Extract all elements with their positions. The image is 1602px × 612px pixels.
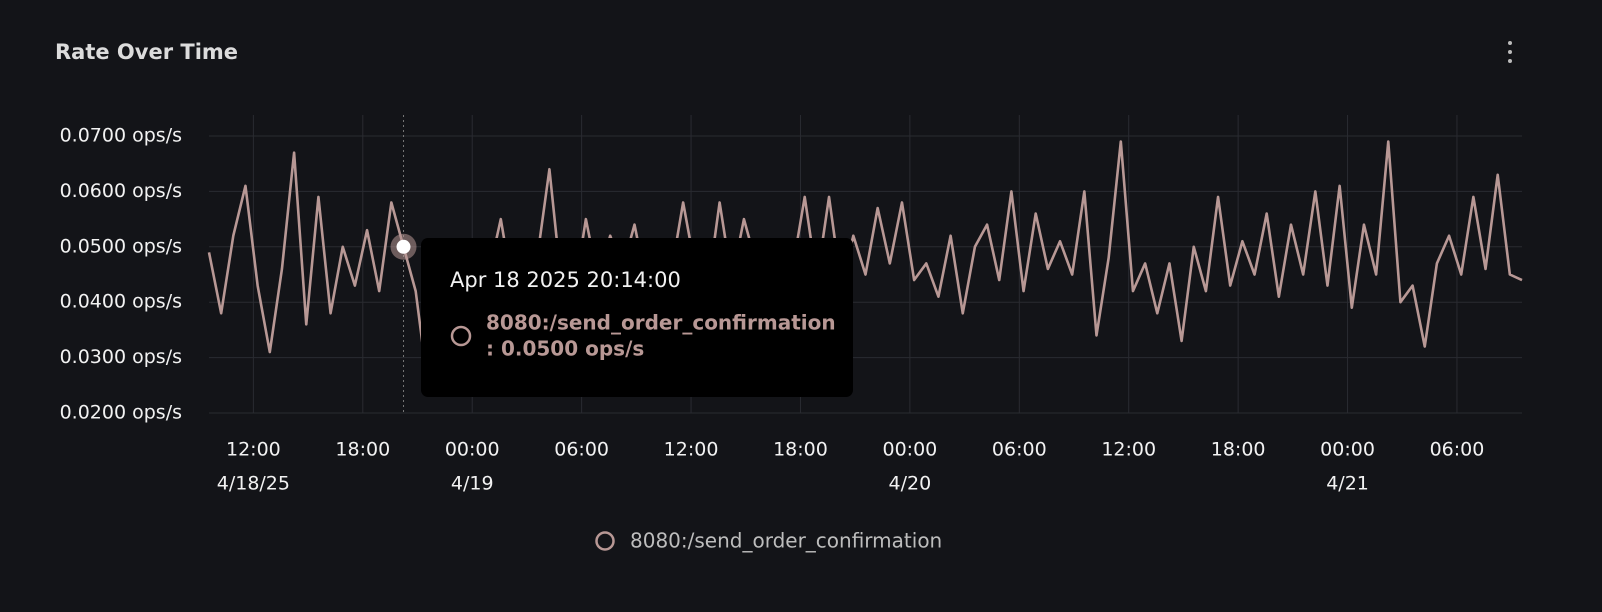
hover-dot <box>396 239 411 254</box>
y-tick-label: 0.0200 ops/s <box>60 402 182 424</box>
x-tick-label: 00:00 <box>1320 439 1375 461</box>
x-tick-label: 12:00 <box>226 439 281 461</box>
menu-button[interactable] <box>1508 41 1512 63</box>
tooltip: Apr 18 2025 20:14:00 8080:/send_order_con… <box>421 238 853 397</box>
tooltip-series: 8080:/send_order_confirmation <box>486 311 836 335</box>
x-tick-label: 18:00 <box>1211 439 1266 461</box>
x-tick-label: 12:00 <box>1101 439 1156 461</box>
y-tick-label: 0.0400 ops/s <box>60 291 182 313</box>
x-tick-date: 4/18/25 <box>217 473 290 495</box>
x-tick-label: 00:00 <box>445 439 500 461</box>
menu-dot[interactable] <box>1508 41 1512 45</box>
x-tick-label: 18:00 <box>773 439 828 461</box>
x-tick-label: 00:00 <box>882 439 937 461</box>
y-tick-label: 0.0300 ops/s <box>60 346 182 368</box>
tooltip-marker <box>450 325 472 347</box>
tooltip-box <box>421 238 853 397</box>
x-tick-date: 4/20 <box>889 473 932 495</box>
panel-title: Rate Over Time <box>55 40 238 64</box>
x-tick-label: 06:00 <box>1430 439 1485 461</box>
y-tick-label: 0.0700 ops/s <box>60 125 182 147</box>
legend-label: 8080:/send_order_confirmation <box>630 529 942 553</box>
y-tick-label: 0.0500 ops/s <box>60 235 182 257</box>
tooltip-value: : 0.0500 ops/s <box>486 337 644 361</box>
x-tick-label: 18:00 <box>335 439 390 461</box>
legend-marker <box>595 531 615 551</box>
x-tick-label: 06:00 <box>992 439 1047 461</box>
x-tick-date: 4/19 <box>451 473 494 495</box>
x-tick-date: 4/21 <box>1326 473 1369 495</box>
tooltip-title: Apr 18 2025 20:14:00 <box>450 268 681 292</box>
x-tick-label: 06:00 <box>554 439 609 461</box>
menu-dot[interactable] <box>1508 50 1512 54</box>
menu-dot[interactable] <box>1508 59 1512 63</box>
x-tick-label: 12:00 <box>664 439 719 461</box>
y-tick-label: 0.0600 ops/s <box>60 180 182 202</box>
